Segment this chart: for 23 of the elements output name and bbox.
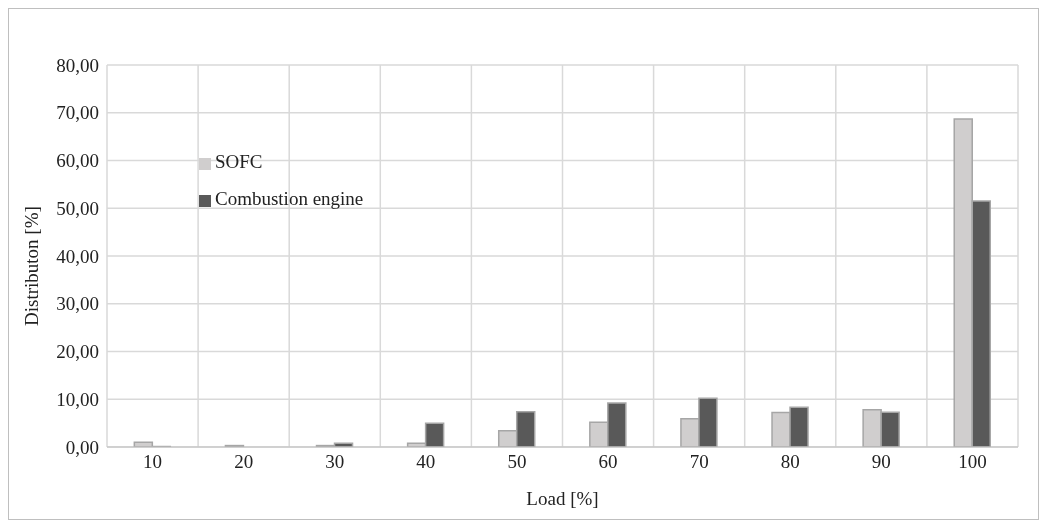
x-tick-label: 90: [871, 451, 891, 473]
x-tick-label: 20: [234, 451, 254, 473]
legend-label: Combustion engine: [215, 188, 364, 209]
x-tick-label: 30: [325, 451, 345, 473]
y-tick-label: 80,00: [56, 54, 99, 76]
y-tick-label: 60,00: [56, 150, 99, 172]
x-tick-label: 40: [416, 451, 436, 473]
x-tick-label: 10: [143, 451, 163, 473]
x-tick-label: 60: [598, 451, 618, 473]
x-axis-title: Load [%]: [526, 488, 599, 509]
legend-label: SOFC: [215, 151, 263, 172]
x-tick-label: 50: [507, 451, 527, 473]
y-tick-label: 30,00: [56, 293, 99, 315]
x-tick-label: 70: [689, 451, 709, 473]
y-tick-label: 70,00: [56, 102, 99, 124]
x-tick-label: 80: [780, 451, 800, 473]
y-tick-label: 0,00: [65, 436, 99, 458]
y-axis-title: Distributon [%]: [20, 206, 42, 326]
y-tick-label: 40,00: [56, 245, 99, 267]
x-tick-label: 100: [958, 451, 987, 473]
y-tick-label: 20,00: [56, 341, 99, 363]
y-tick-label: 50,00: [56, 197, 99, 219]
y-tick-label: 10,00: [56, 388, 99, 410]
